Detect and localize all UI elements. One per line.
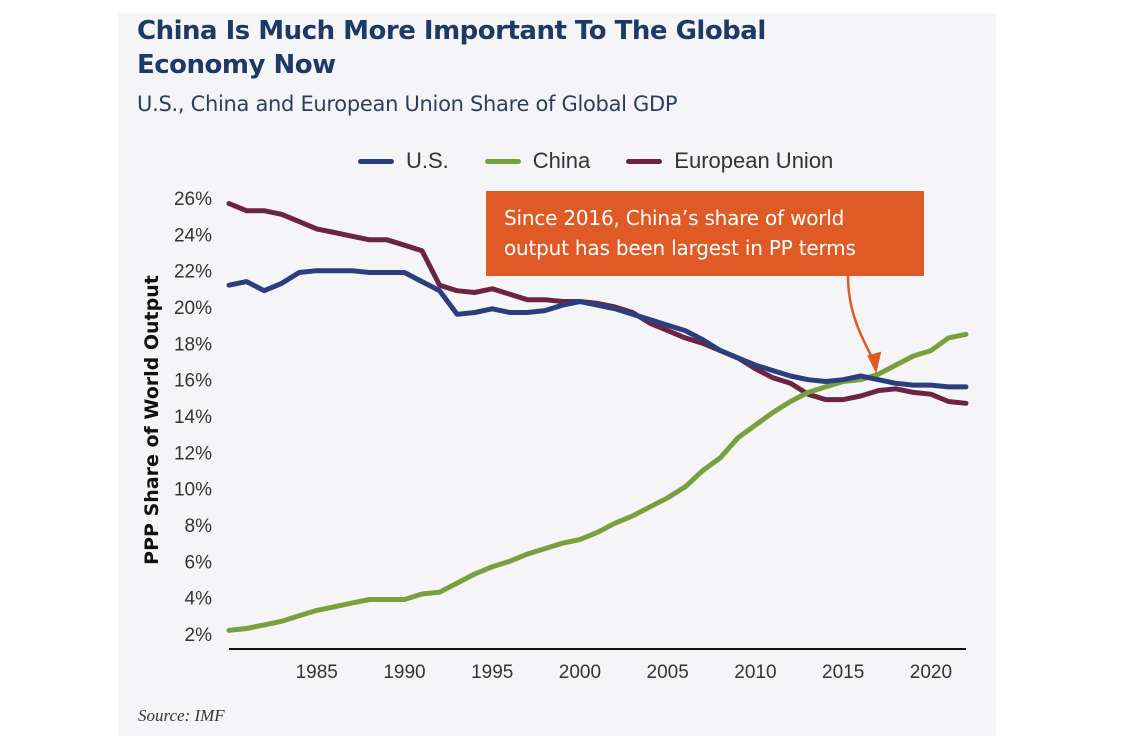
x-tick-label: 1990 [383, 662, 425, 683]
x-tick-label: 2005 [647, 662, 689, 683]
y-tick-label: 4% [185, 589, 213, 610]
series-lines [226, 201, 969, 633]
x-tick-label: 2020 [910, 662, 952, 683]
x-axis-ticks: 1985 1990 1995 2000 2005 2010 2015 2020 [296, 662, 952, 683]
legend-label-china: China [532, 148, 591, 173]
y-tick-label: 8% [185, 516, 213, 537]
chart-subtitle: U.S., China and European Union Share of … [137, 92, 678, 116]
y-tick-label: 22% [174, 262, 212, 283]
x-tick-label: 2010 [734, 662, 776, 683]
y-tick-label: 2% [185, 625, 213, 646]
annotation-line-2: output has been largest in PP terms [504, 236, 856, 260]
legend-item-us: U.S. [358, 148, 449, 174]
legend-swatch-eu [626, 158, 663, 164]
legend-label-us: U.S. [406, 148, 449, 173]
x-tick-label: 2015 [822, 662, 864, 683]
x-tick-label: 2000 [559, 662, 601, 683]
y-tick-label: 6% [185, 552, 213, 573]
annotation-line-1: Since 2016, China’s share of world [504, 206, 845, 230]
legend-item-eu: European Union [626, 148, 833, 174]
chart-title: China Is Much More Important To The Glob… [137, 16, 766, 80]
annotation-callout: Since 2016, China’s share of world outpu… [486, 191, 924, 276]
legend: U.S. China European Union [358, 148, 869, 174]
legend-swatch-china [484, 158, 521, 164]
y-tick-label: 20% [174, 298, 212, 319]
y-tick-label: 26% [174, 189, 212, 210]
y-tick-label: 18% [174, 334, 212, 355]
legend-item-china: China [484, 148, 591, 174]
series-line-u-s [226, 268, 969, 390]
y-tick-label: 14% [174, 407, 212, 428]
y-tick-label: 24% [174, 225, 212, 246]
y-axis-label: PPP Share of World Output [141, 275, 163, 565]
source-note: Source: IMF [138, 706, 225, 725]
y-axis-ticks: 26% 24% 22% 20% 18% 16% 14% 12% 10% 8% 6% 4% 2% [174, 189, 212, 646]
legend-swatch-us [358, 158, 394, 164]
annotation-arrowhead [867, 351, 882, 374]
annotation-arrow [846, 275, 876, 363]
legend-label-eu: European Union [674, 148, 834, 173]
chart-panel [118, 13, 996, 736]
y-tick-label: 16% [174, 371, 212, 392]
y-tick-label: 12% [174, 443, 212, 464]
x-tick-label: 1985 [296, 662, 338, 683]
x-tick-label: 1995 [471, 662, 513, 683]
y-tick-label: 10% [174, 480, 212, 501]
